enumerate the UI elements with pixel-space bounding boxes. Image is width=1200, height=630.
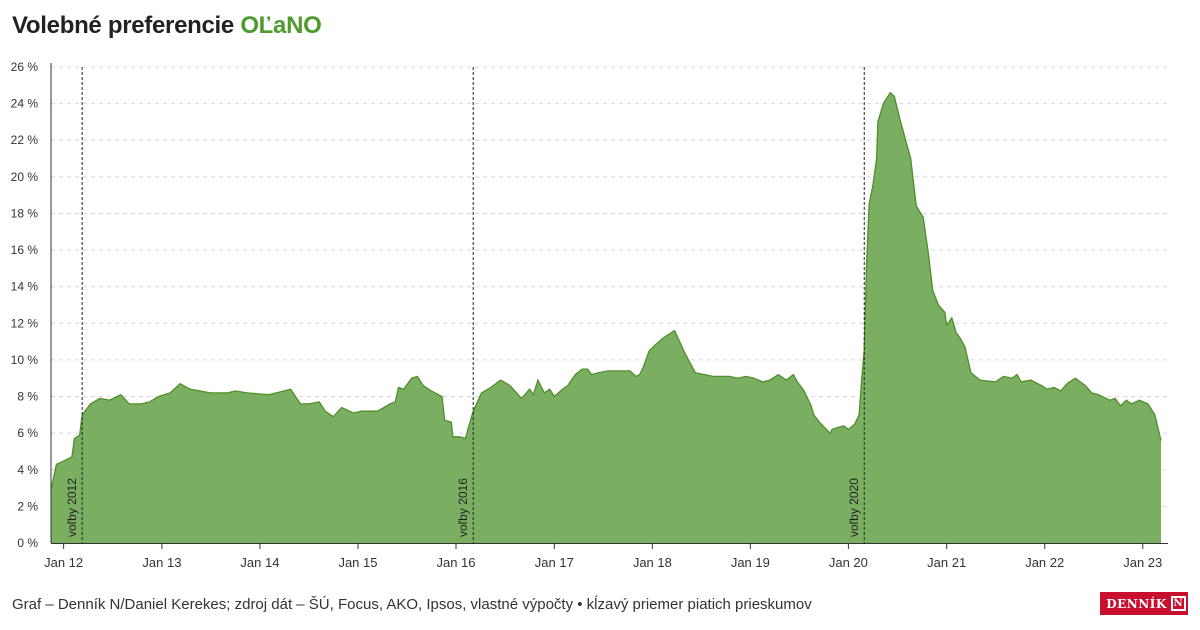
y-tick-label: 18 % [11,206,39,220]
y-tick-label: 2 % [17,499,38,513]
title-text: Volebné preferencie [12,12,241,39]
y-tick-label: 8 % [17,390,38,404]
logo-text: DENNÍK [1106,596,1167,611]
area-fill [51,92,1161,543]
y-tick-label: 24 % [11,97,39,111]
y-tick-label: 0 % [17,536,38,550]
series-line [50,91,1162,491]
y-tick-label: 12 % [11,316,39,330]
x-tick-label: Jan 20 [829,555,868,570]
x-tick-label: Jan 15 [338,555,377,570]
x-tick-label: Jan 14 [240,555,279,570]
election-label: voľby 2016 [456,478,470,537]
logo-mark: N [1170,596,1186,611]
chart-title: Volebné preferencie OĽaNO [12,12,322,40]
x-tick-label: Jan 19 [731,555,770,570]
y-tick-label: 20 % [11,170,39,184]
x-tick-label: Jan 21 [927,555,966,570]
election-label: voľby 2020 [847,478,861,537]
x-tick-label: Jan 13 [142,555,181,570]
x-tick-label: Jan 12 [44,555,83,570]
y-tick-label: 26 % [11,60,39,74]
chart-area: 0 % 2 % 4 % 6 % 8 % 10 % 12 % 14 % 16 % 18 % 20 % 2… [11,60,1168,570]
y-tick-label: 14 % [11,280,39,294]
x-tick-label: Jan 23 [1123,555,1162,570]
y-tick-label: 16 % [11,243,39,257]
x-tick-label: Jan 17 [535,555,574,570]
dennik-n-logo: DENNÍK N [1100,592,1188,615]
x-tick-label: Jan 16 [436,555,475,570]
title-party-name: OĽaNO [240,12,322,39]
election-label: voľby 2012 [65,478,79,537]
x-tick-label: Jan 18 [633,555,672,570]
y-tick-label: 10 % [11,353,39,367]
x-tick-label: Jan 22 [1025,555,1064,570]
y-tick-label: 22 % [11,133,39,147]
y-tick-label: 6 % [17,426,38,440]
y-tick-label: 4 % [17,463,38,477]
source-note: Graf – Denník N/Daniel Kerekes; zdroj dá… [12,596,812,613]
